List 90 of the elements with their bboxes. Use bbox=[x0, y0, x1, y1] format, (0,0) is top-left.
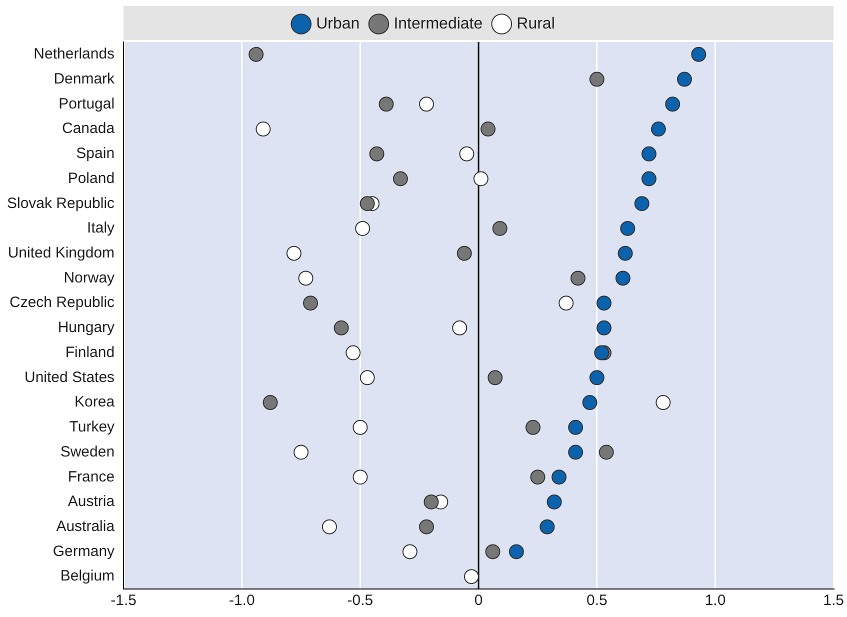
point bbox=[558, 296, 574, 311]
x-tick-label: -1.0 bbox=[228, 592, 255, 610]
point bbox=[540, 519, 555, 534]
x-tick-label: 1.5 bbox=[823, 592, 844, 610]
point bbox=[546, 494, 562, 510]
point bbox=[676, 72, 692, 87]
legend-label: Intermediate bbox=[394, 15, 483, 32]
x-tick-label: -1.5 bbox=[110, 592, 136, 610]
y-tick-label: Canada bbox=[62, 120, 116, 138]
point bbox=[346, 345, 361, 360]
point bbox=[596, 296, 612, 311]
y-tick-label: France bbox=[68, 468, 115, 486]
point bbox=[568, 420, 584, 435]
point bbox=[568, 444, 584, 460]
x-tick-label: 0.5 bbox=[586, 592, 608, 610]
point bbox=[459, 146, 474, 162]
point bbox=[480, 122, 496, 137]
point bbox=[485, 544, 500, 560]
point bbox=[464, 569, 479, 584]
y-tick-label: Netherlands bbox=[34, 46, 115, 63]
point bbox=[615, 270, 630, 286]
point bbox=[691, 46, 706, 62]
point bbox=[256, 122, 271, 137]
y-tick-label: Czech Republic bbox=[9, 294, 116, 312]
point bbox=[656, 395, 671, 410]
y-tick-label: Denmark bbox=[54, 70, 116, 88]
point bbox=[294, 444, 309, 460]
y-tick-label: Slovak Republic bbox=[6, 194, 116, 212]
point bbox=[570, 270, 586, 286]
legend-label: Rural bbox=[516, 15, 555, 32]
point bbox=[620, 220, 636, 236]
y-tick-label: Sweden bbox=[60, 443, 115, 460]
y-tick-label: Turkey bbox=[69, 418, 116, 436]
point bbox=[665, 96, 680, 112]
y-tick-label: United States bbox=[24, 368, 115, 386]
point bbox=[552, 470, 567, 485]
y-tick-label: Norway bbox=[64, 269, 116, 286]
point bbox=[322, 519, 337, 534]
point bbox=[360, 370, 375, 386]
y-tick-label: Australia bbox=[56, 518, 116, 535]
point bbox=[589, 72, 604, 87]
point bbox=[618, 246, 633, 261]
point bbox=[492, 220, 508, 236]
y-tick-label: Korea bbox=[74, 394, 116, 411]
point bbox=[418, 519, 434, 534]
point bbox=[418, 96, 434, 112]
y-tick-label: Hungary bbox=[58, 319, 116, 336]
y-tick-label: Poland bbox=[68, 170, 115, 187]
x-tick-label: 1.0 bbox=[704, 592, 726, 610]
point bbox=[355, 220, 370, 236]
point bbox=[352, 470, 368, 485]
point bbox=[598, 444, 614, 460]
point bbox=[641, 171, 656, 186]
point bbox=[530, 470, 546, 485]
x-tick-label: -0.5 bbox=[347, 592, 374, 610]
point bbox=[650, 122, 666, 137]
y-tick-label: Belgium bbox=[60, 568, 115, 585]
y-tick-label: Portugal bbox=[58, 95, 115, 112]
point bbox=[634, 196, 650, 212]
point bbox=[262, 395, 278, 410]
point bbox=[360, 196, 375, 212]
point bbox=[641, 146, 656, 162]
point bbox=[286, 246, 302, 261]
point bbox=[452, 320, 468, 336]
point bbox=[473, 171, 488, 186]
point bbox=[508, 544, 524, 560]
point bbox=[369, 146, 384, 162]
y-tick-label: Spain bbox=[76, 145, 115, 162]
point bbox=[392, 171, 408, 186]
point bbox=[298, 270, 314, 286]
y-tick-label: Germany bbox=[52, 542, 116, 560]
point bbox=[424, 494, 439, 510]
point bbox=[402, 544, 418, 560]
point bbox=[352, 420, 368, 435]
point bbox=[334, 320, 349, 336]
y-tick-label: Finland bbox=[65, 344, 115, 361]
point bbox=[582, 395, 598, 410]
point bbox=[526, 420, 540, 435]
y-tick-label: United Kingdom bbox=[8, 244, 115, 262]
point bbox=[456, 246, 472, 261]
point bbox=[378, 96, 394, 112]
x-tick-label: 0 bbox=[474, 592, 483, 610]
point bbox=[488, 370, 503, 386]
point bbox=[596, 320, 612, 336]
point bbox=[303, 296, 318, 311]
legend-label: Urban bbox=[316, 15, 360, 32]
point bbox=[248, 46, 264, 62]
y-tick-label: Italy bbox=[87, 220, 116, 237]
y-tick-label: Austria bbox=[68, 493, 116, 510]
point bbox=[589, 370, 604, 386]
